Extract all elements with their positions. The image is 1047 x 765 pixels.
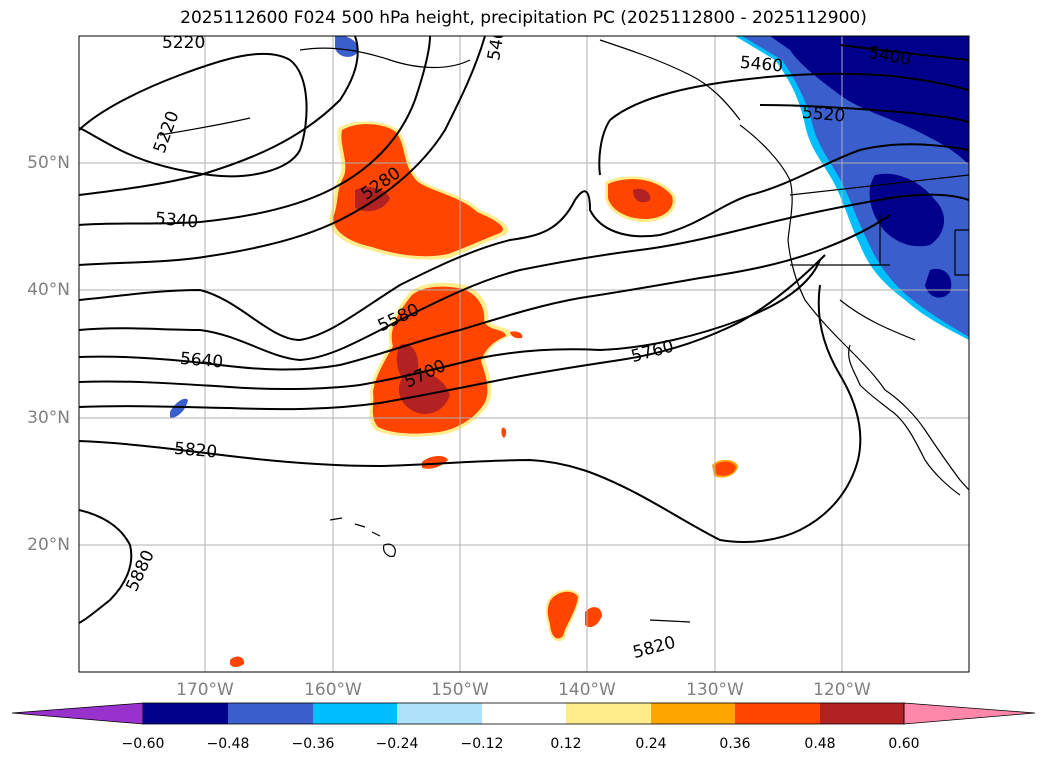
map-title: 2025112600 F024 500 hPa height, precipit… — [180, 8, 867, 28]
colorbar-segment — [397, 703, 482, 724]
colorbar-tick: −0.24 — [375, 736, 419, 752]
lon-label: 120°W — [813, 680, 871, 700]
lat-label: 30°N — [27, 408, 70, 428]
contour-label: 5340 — [154, 209, 199, 233]
lon-label: 170°W — [176, 680, 234, 700]
colorbar-tick: 0.60 — [888, 736, 920, 752]
contour-label: 5520 — [801, 103, 846, 127]
contour-label: 540 — [484, 27, 509, 62]
height-contours — [79, 36, 969, 624]
lon-label: 160°W — [304, 680, 362, 700]
lon-label: 140°W — [558, 680, 616, 700]
positive-precip-regions — [230, 121, 738, 667]
colorbar-tick: −0.12 — [460, 736, 504, 752]
small-negative-1 — [335, 36, 359, 57]
colorbar-segment — [566, 703, 651, 724]
colorbar — [11, 702, 1036, 725]
colorbar-segment — [651, 703, 735, 724]
contour-label: 5760 — [629, 337, 676, 368]
contour-labels: 5220 5220 5280 5340 540 5460 5400 5520 5… — [122, 27, 912, 664]
contour-label: 5820 — [631, 633, 678, 664]
lat-label: 50°N — [27, 153, 70, 173]
negative-precip-dark — [770, 36, 969, 165]
colorbar-extend-high — [903, 702, 1036, 725]
colorbar-extend-low — [11, 702, 144, 725]
colorbar-segment — [143, 703, 228, 724]
contour-label: 5640 — [179, 349, 224, 373]
colorbar-tick: −0.36 — [291, 736, 335, 752]
lon-label: 150°W — [431, 680, 489, 700]
negative-precip-dark-2 — [869, 173, 945, 247]
colorbar-segment — [228, 703, 313, 724]
colorbar-tick: 0.36 — [719, 736, 751, 752]
map-frame — [78, 35, 970, 673]
colorbar-segment — [482, 703, 566, 724]
contour-label: 5460 — [739, 53, 784, 77]
lat-label: 40°N — [27, 280, 70, 300]
contour-label: 5820 — [173, 439, 218, 463]
colorbar-tick: 0.12 — [550, 736, 582, 752]
colorbar-tick: 0.24 — [635, 736, 667, 752]
small-negative-2 — [170, 398, 188, 418]
lon-label: 130°W — [686, 680, 744, 700]
colorbar-segment — [735, 703, 820, 724]
colorbar-tick: 0.48 — [804, 736, 836, 752]
contour-label: 5220 — [162, 33, 205, 53]
colorbar-segment — [313, 703, 397, 724]
colorbar-tick: −0.60 — [121, 736, 165, 752]
graticule — [79, 36, 969, 672]
colorbar-segment — [820, 703, 904, 724]
lat-label: 20°N — [27, 535, 70, 555]
colorbar-tick: −0.48 — [206, 736, 250, 752]
